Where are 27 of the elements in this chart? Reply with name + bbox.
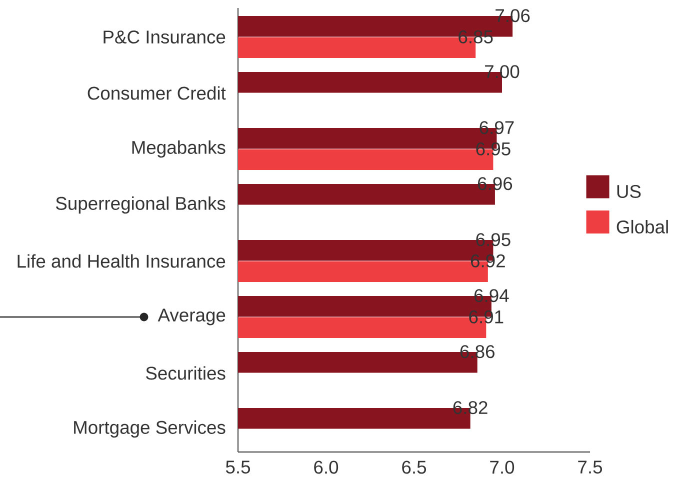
data-label: 7.06 — [496, 9, 530, 22]
data-label: 7.00 — [485, 65, 520, 78]
y-tick-label: Life and Health Insurance — [18, 254, 226, 268]
x-tick-label: 6.5 — [402, 460, 426, 474]
data-label: 6.95 — [476, 233, 510, 246]
data-label: 6.96 — [478, 177, 512, 190]
data-label: 6.91 — [469, 310, 504, 324]
x-tick-label: 7.5 — [578, 460, 602, 474]
data-label: 6.85 — [458, 30, 493, 44]
y-tick-label: Megabanks — [132, 140, 226, 158]
y-tick-label: Consumer Credit — [88, 86, 226, 100]
x-tick-label: 7.0 — [490, 460, 514, 474]
data-label: 6.97 — [480, 121, 514, 134]
y-tick-label: Mortgage Services — [74, 420, 226, 438]
legend-label: US — [617, 184, 641, 198]
data-label: 6.95 — [476, 142, 510, 156]
y-tick-label: Average — [158, 308, 226, 326]
x-tick-label: 5.5 — [226, 460, 250, 474]
data-label: 6.86 — [460, 345, 494, 358]
data-label: 6.82 — [453, 401, 488, 414]
y-tick-label: P&C Insurance — [104, 30, 226, 44]
data-label: 6.94 — [474, 289, 509, 302]
y-tick-label: Superregional Banks — [56, 196, 226, 214]
data-label: 6.92 — [470, 254, 505, 268]
legend-label: Global — [616, 220, 668, 234]
y-tick-label: Securities — [146, 366, 226, 380]
x-tick-label: 6.0 — [314, 460, 338, 474]
